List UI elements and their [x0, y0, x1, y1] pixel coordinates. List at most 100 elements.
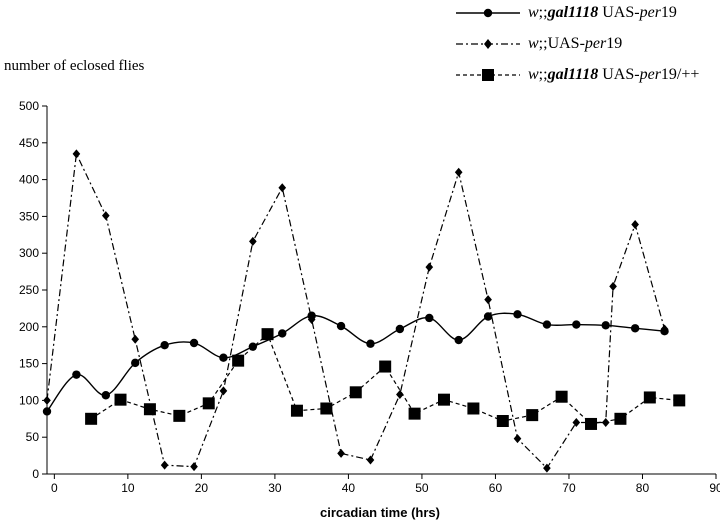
x-tick-label: 80	[636, 481, 650, 495]
series-1-point-14	[454, 167, 463, 177]
series-0-point-14	[454, 335, 463, 345]
series-line-2	[90, 333, 680, 425]
series-1-point-22	[660, 324, 669, 334]
series-2-point-10	[379, 360, 392, 373]
x-axis-label: circadian time (hrs)	[320, 505, 440, 520]
legend-entry-1: w;;UAS-per19	[454, 33, 622, 55]
y-axis-label: number of eclosed flies	[4, 58, 145, 74]
series-2-point-18	[614, 412, 627, 425]
series-0-point-5	[189, 338, 199, 348]
series-0-point-15	[483, 312, 493, 321]
series-1-point-20	[609, 281, 617, 291]
x-tick-label: 90	[709, 481, 720, 495]
series-0-point-20	[630, 324, 640, 333]
series-0-point-18	[572, 320, 581, 329]
x-tick-label: 0	[51, 481, 58, 495]
series-2-point-3	[173, 409, 186, 422]
series-0-point-12	[395, 324, 405, 334]
series-0-point-6	[219, 353, 228, 362]
y-tick-label: 350	[19, 209, 39, 223]
series-1-point-21	[631, 219, 639, 229]
series-1-point-1	[72, 149, 81, 159]
series-2-point-0	[85, 412, 98, 425]
series-line-1	[46, 151, 666, 470]
series-0-point-13	[425, 313, 434, 323]
series-0-point-2	[101, 391, 111, 400]
x-tick-label: 70	[562, 481, 576, 495]
axes: 0 50 100 150 200 250 300 350 400 450 500 0 10 20 30 40 5…	[19, 99, 720, 495]
x-tick-label: 30	[268, 481, 282, 495]
y-tick-label: 450	[19, 136, 39, 150]
series-0-point-11	[366, 339, 375, 348]
x-tick-label: 60	[489, 481, 503, 495]
series-2-point-20	[673, 394, 686, 407]
series-2-point-2	[143, 403, 156, 416]
series-1-point-17	[543, 463, 551, 473]
series-2-point-14	[496, 415, 509, 428]
legend-label-1: w;;UAS-per19	[528, 35, 623, 52]
legend-swatch-square	[456, 69, 520, 81]
legend-swatch-diamond	[456, 39, 520, 49]
y-tick-label: 300	[19, 246, 39, 260]
series-2-point-17	[585, 417, 598, 430]
series-0-point-8	[278, 329, 287, 338]
series-1-point-0	[43, 395, 51, 405]
series-2-point-19	[643, 391, 656, 404]
series-1-point-5	[190, 462, 198, 472]
y-tick-label: 150	[19, 357, 39, 371]
y-tick-label: 400	[19, 173, 39, 187]
series-1-point-13	[425, 262, 434, 272]
series-2-point-4	[202, 397, 215, 410]
series-0-point-4	[160, 341, 169, 350]
legend-entry-0: w;;gal1118 UAS-per19	[454, 2, 677, 24]
y-tick-label: 200	[19, 320, 39, 334]
plot-area	[42, 149, 686, 473]
series-1-point-11	[366, 455, 375, 465]
series-1-point-4	[160, 460, 169, 470]
series-2-point-1	[114, 393, 127, 406]
series-2-point-8	[320, 402, 333, 415]
legend-label-0: w;;gal1118 UAS-per19	[528, 4, 677, 21]
series-1-point-8	[278, 183, 287, 193]
series-1-point-9	[307, 314, 316, 324]
series-2-point-7	[290, 404, 303, 417]
series-0-point-16	[513, 310, 522, 319]
series-2-point-13	[467, 402, 480, 415]
series-2-point-11	[408, 407, 421, 420]
series-1-point-18	[572, 417, 581, 427]
y-tick-label: 100	[19, 393, 39, 407]
series-0-point-10	[336, 321, 346, 331]
series-1-point-19	[601, 417, 610, 427]
x-tick-label: 20	[195, 481, 209, 495]
y-tick-label: 50	[26, 430, 40, 444]
series-1-point-6	[219, 386, 228, 396]
series-1-point-7	[249, 236, 257, 246]
series-line-0	[46, 312, 665, 412]
y-tick-label: 250	[19, 283, 39, 297]
series-0-point-1	[72, 370, 81, 379]
x-tick-label: 40	[342, 481, 356, 495]
series-0-point-19	[601, 321, 610, 330]
legend-label-2: w;;gal1118 UAS-per19/++	[528, 66, 700, 83]
series-0-point-0	[42, 407, 52, 416]
series-0-point-3	[131, 358, 140, 368]
series-2-point-12	[437, 393, 450, 406]
series-1-point-16	[513, 434, 522, 444]
legend-entry-2: w;;gal1118 UAS-per19/++	[454, 64, 699, 86]
series-1-point-2	[101, 211, 110, 221]
y-tick-label: 0	[32, 467, 39, 481]
x-tick-label: 50	[415, 481, 429, 495]
series-2-point-16	[555, 390, 568, 403]
series-2-point-9	[349, 386, 362, 399]
x-tick-label: 10	[121, 481, 135, 495]
series-2-point-6	[261, 328, 274, 341]
series-0-point-17	[542, 320, 552, 329]
series-1-point-15	[484, 295, 492, 305]
series-1-point-3	[131, 334, 140, 344]
series-2-point-5	[232, 354, 245, 367]
series-1-point-10	[337, 448, 345, 458]
legend-swatch-circle	[456, 8, 520, 18]
y-tick-label: 500	[19, 99, 39, 113]
series-2-point-15	[526, 409, 539, 422]
